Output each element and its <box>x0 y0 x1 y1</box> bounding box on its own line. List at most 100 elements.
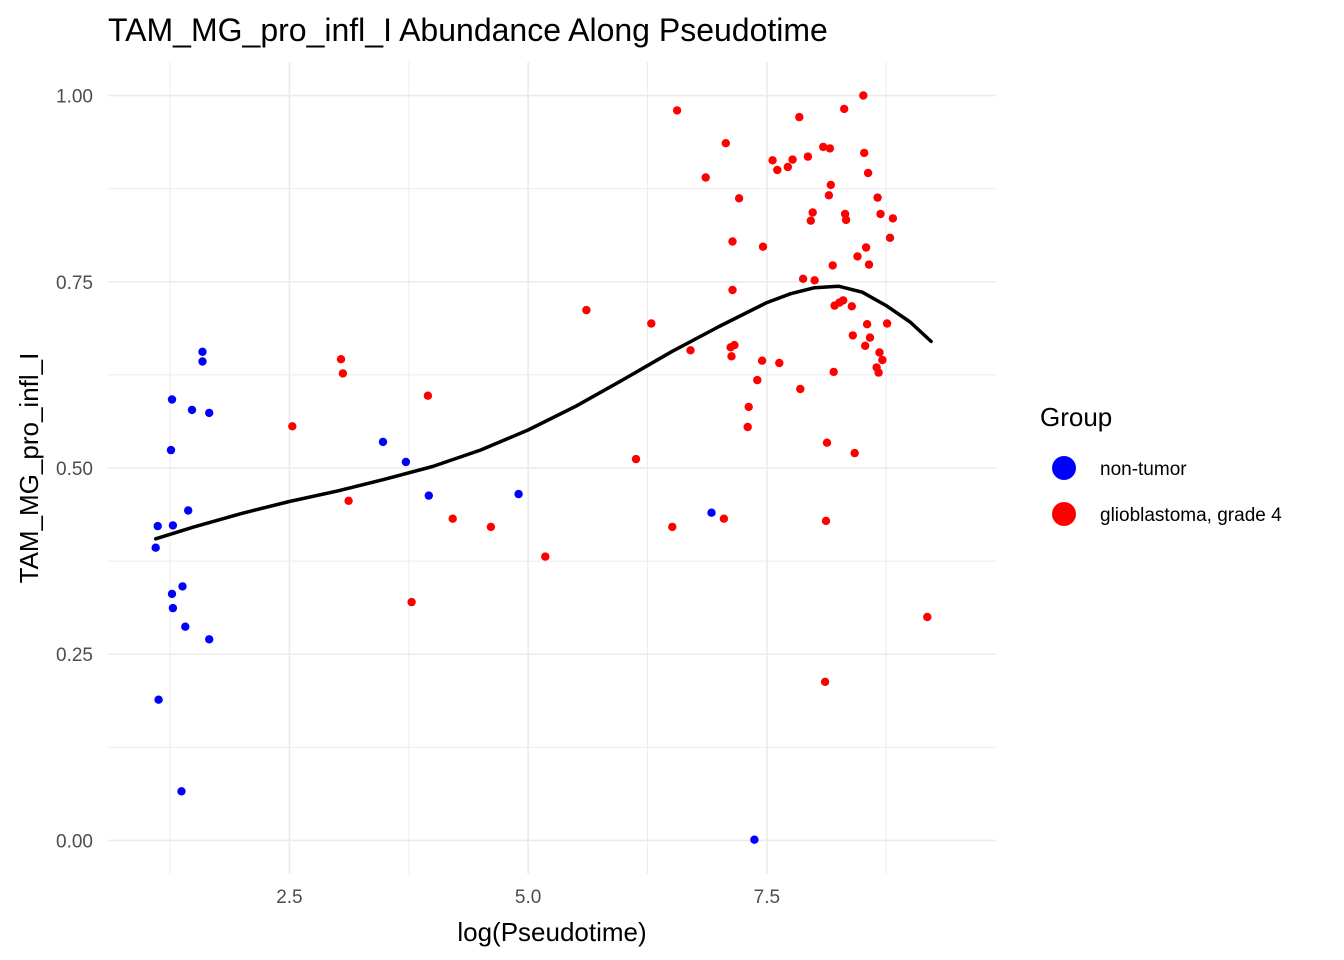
point-glioblastoma <box>423 391 433 400</box>
point-glioblastoma <box>338 369 348 378</box>
point-glioblastoma <box>672 106 682 115</box>
point-non-tumor <box>184 506 193 515</box>
point-glioblastoma <box>798 274 808 283</box>
point-glioblastoma <box>288 422 297 431</box>
y-tick-label: 0.75 <box>56 273 93 294</box>
legend-label: non-tumor <box>1100 459 1187 480</box>
y-axis-title: TAM_MG_pro_infl_I <box>14 353 44 584</box>
point-glioblastoma <box>839 296 848 305</box>
point-glioblastoma <box>757 356 767 365</box>
x-tick-label: 2.5 <box>276 887 302 908</box>
point-glioblastoma <box>875 348 884 357</box>
point-non-tumor <box>750 835 759 844</box>
point-glioblastoma <box>888 214 898 223</box>
point-non-tumor <box>166 445 176 455</box>
point-glioblastoma <box>541 552 550 561</box>
point-glioblastoma <box>850 448 859 458</box>
point-glioblastoma <box>768 156 777 165</box>
point-glioblastoma <box>853 252 862 261</box>
point-non-tumor <box>707 508 716 517</box>
point-glioblastoma <box>861 243 871 252</box>
point-non-tumor <box>424 491 433 500</box>
point-glioblastoma <box>448 514 457 523</box>
point-non-tumor <box>168 603 178 613</box>
y-tick-label: 0.25 <box>56 645 93 666</box>
point-non-tumor <box>153 521 162 531</box>
x-tick-label: 7.5 <box>754 887 780 908</box>
point-glioblastoma <box>847 302 856 311</box>
point-glioblastoma <box>728 237 737 246</box>
legend-key-non-tumor <box>1052 456 1076 480</box>
point-glioblastoma <box>820 677 830 686</box>
point-non-tumor <box>401 457 411 467</box>
point-glioblastoma <box>878 355 887 365</box>
point-glioblastoma <box>803 152 813 161</box>
point-glioblastoma <box>719 514 729 523</box>
point-glioblastoma <box>582 305 591 315</box>
point-non-tumor <box>167 589 177 599</box>
point-non-tumor <box>168 521 178 530</box>
point-glioblastoma <box>795 112 804 122</box>
y-tick-label: 0.50 <box>56 459 93 480</box>
point-glioblastoma <box>874 368 883 377</box>
point-glioblastoma <box>882 319 892 328</box>
point-glioblastoma <box>701 173 710 182</box>
point-glioblastoma <box>841 215 851 225</box>
point-glioblastoma <box>773 165 782 175</box>
legend-items: non-tumor glioblastoma, grade 4 <box>1052 456 1282 526</box>
point-non-tumor <box>205 635 214 644</box>
point-glioblastoma <box>407 597 416 607</box>
point-glioblastoma <box>753 375 762 385</box>
point-glioblastoma <box>840 104 849 114</box>
point-glioblastoma <box>829 367 838 377</box>
point-glioblastoma <box>923 612 932 622</box>
point-glioblastoma <box>744 402 753 412</box>
point-glioblastoma <box>885 233 895 242</box>
x-axis-title: log(Pseudotime) <box>457 917 646 947</box>
point-non-tumor <box>167 395 177 404</box>
point-non-tumor <box>198 347 207 356</box>
point-non-tumor <box>178 582 187 591</box>
point-non-tumor <box>514 489 523 499</box>
point-non-tumor <box>198 357 207 366</box>
point-non-tumor <box>154 695 163 704</box>
legend-key-glioblastoma <box>1052 502 1076 526</box>
point-glioblastoma <box>819 142 828 152</box>
point-glioblastoma <box>863 168 873 178</box>
smooth-trend-line <box>153 284 933 541</box>
legend-label: glioblastoma, grade 4 <box>1100 505 1282 526</box>
point-glioblastoma <box>821 516 831 526</box>
point-glioblastoma <box>859 91 868 100</box>
point-non-tumor <box>187 405 197 415</box>
point-glioblastoma <box>860 148 869 158</box>
point-glioblastoma <box>336 355 346 364</box>
point-glioblastoma <box>734 194 744 203</box>
point-glioblastoma <box>822 438 832 447</box>
data-points <box>151 91 932 844</box>
point-glioblastoma <box>783 162 792 172</box>
point-glioblastoma <box>631 454 641 464</box>
axis-ticks: 2.5 5.0 7.5 0.00 0.25 0.50 0.75 1.00 <box>56 87 780 908</box>
grid-lines <box>108 62 996 874</box>
legend: Group non-tumor glioblastoma, grade 4 <box>1040 402 1282 526</box>
point-glioblastoma <box>730 340 739 350</box>
point-glioblastoma <box>721 139 730 148</box>
point-non-tumor <box>378 437 388 447</box>
point-glioblastoma <box>848 331 857 340</box>
point-glioblastoma <box>861 341 870 350</box>
point-glioblastoma <box>796 384 805 394</box>
chart-title: TAM_MG_pro_infl_I Abundance Along Pseudo… <box>108 12 828 48</box>
point-glioblastoma <box>668 522 677 532</box>
point-glioblastoma <box>876 209 885 219</box>
point-glioblastoma <box>806 216 815 225</box>
point-glioblastoma <box>808 208 817 217</box>
point-glioblastoma <box>862 320 872 329</box>
y-tick-label: 1.00 <box>56 87 93 108</box>
point-glioblastoma <box>775 358 784 368</box>
point-glioblastoma <box>825 144 835 153</box>
point-non-tumor <box>151 543 160 552</box>
point-non-tumor <box>177 787 186 796</box>
point-glioblastoma <box>865 333 875 342</box>
point-glioblastoma <box>727 352 736 361</box>
